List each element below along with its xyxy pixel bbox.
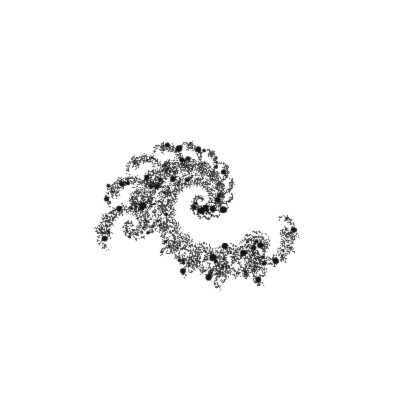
fractal-image [0, 0, 400, 400]
fractal-canvas [0, 0, 400, 400]
